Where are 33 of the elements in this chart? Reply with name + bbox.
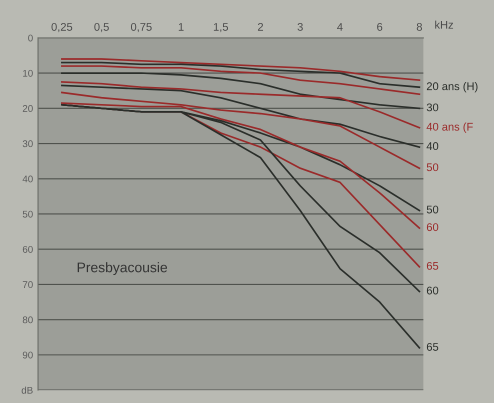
series-label: 65 [426,262,438,270]
x-tick-label: 0,5 [94,22,109,32]
series-label: 60 [426,223,438,232]
y-tick-label: 30 [22,140,33,148]
x-tick-label: 2 [258,22,264,31]
series-label: 20 ans (H) [426,82,478,92]
series-label: 50 [426,163,438,172]
x-tick-label: 0,75 [130,22,152,32]
x-tick-label: 1 [178,23,184,31]
x-tick-label: 4 [337,23,343,31]
series-label: 65 [426,342,438,351]
y-tick-label: 10 [23,70,33,77]
y-tick-label: 80 [22,316,33,324]
x-tick-label: 3 [298,22,303,31]
x-axis-title: kHz [435,20,454,29]
x-tick-label: 0,25 [51,22,72,32]
y-tick-label: 90 [22,352,33,358]
series-label: 60 [426,286,438,294]
series-label: 40 [426,142,438,150]
x-tick-label: 6 [377,22,382,31]
y-tick-label: 40 [22,176,33,182]
y-tick-label: 20 [22,105,33,112]
y-tick-label: 60 [22,246,33,253]
y-tick-label: 50 [22,210,33,218]
series-label: 40 ans (F [426,122,473,133]
x-tick-label: 1,5 [214,23,228,32]
y-tick-label: dB [22,386,33,394]
x-tick-label: 8 [416,22,422,31]
y-tick-label: 70 [22,281,33,288]
annotation: Presbyacousie [78,262,168,276]
series-label: 50 [426,206,438,214]
series-label: 30 [426,103,438,112]
y-tick-label: 0 [28,34,33,42]
